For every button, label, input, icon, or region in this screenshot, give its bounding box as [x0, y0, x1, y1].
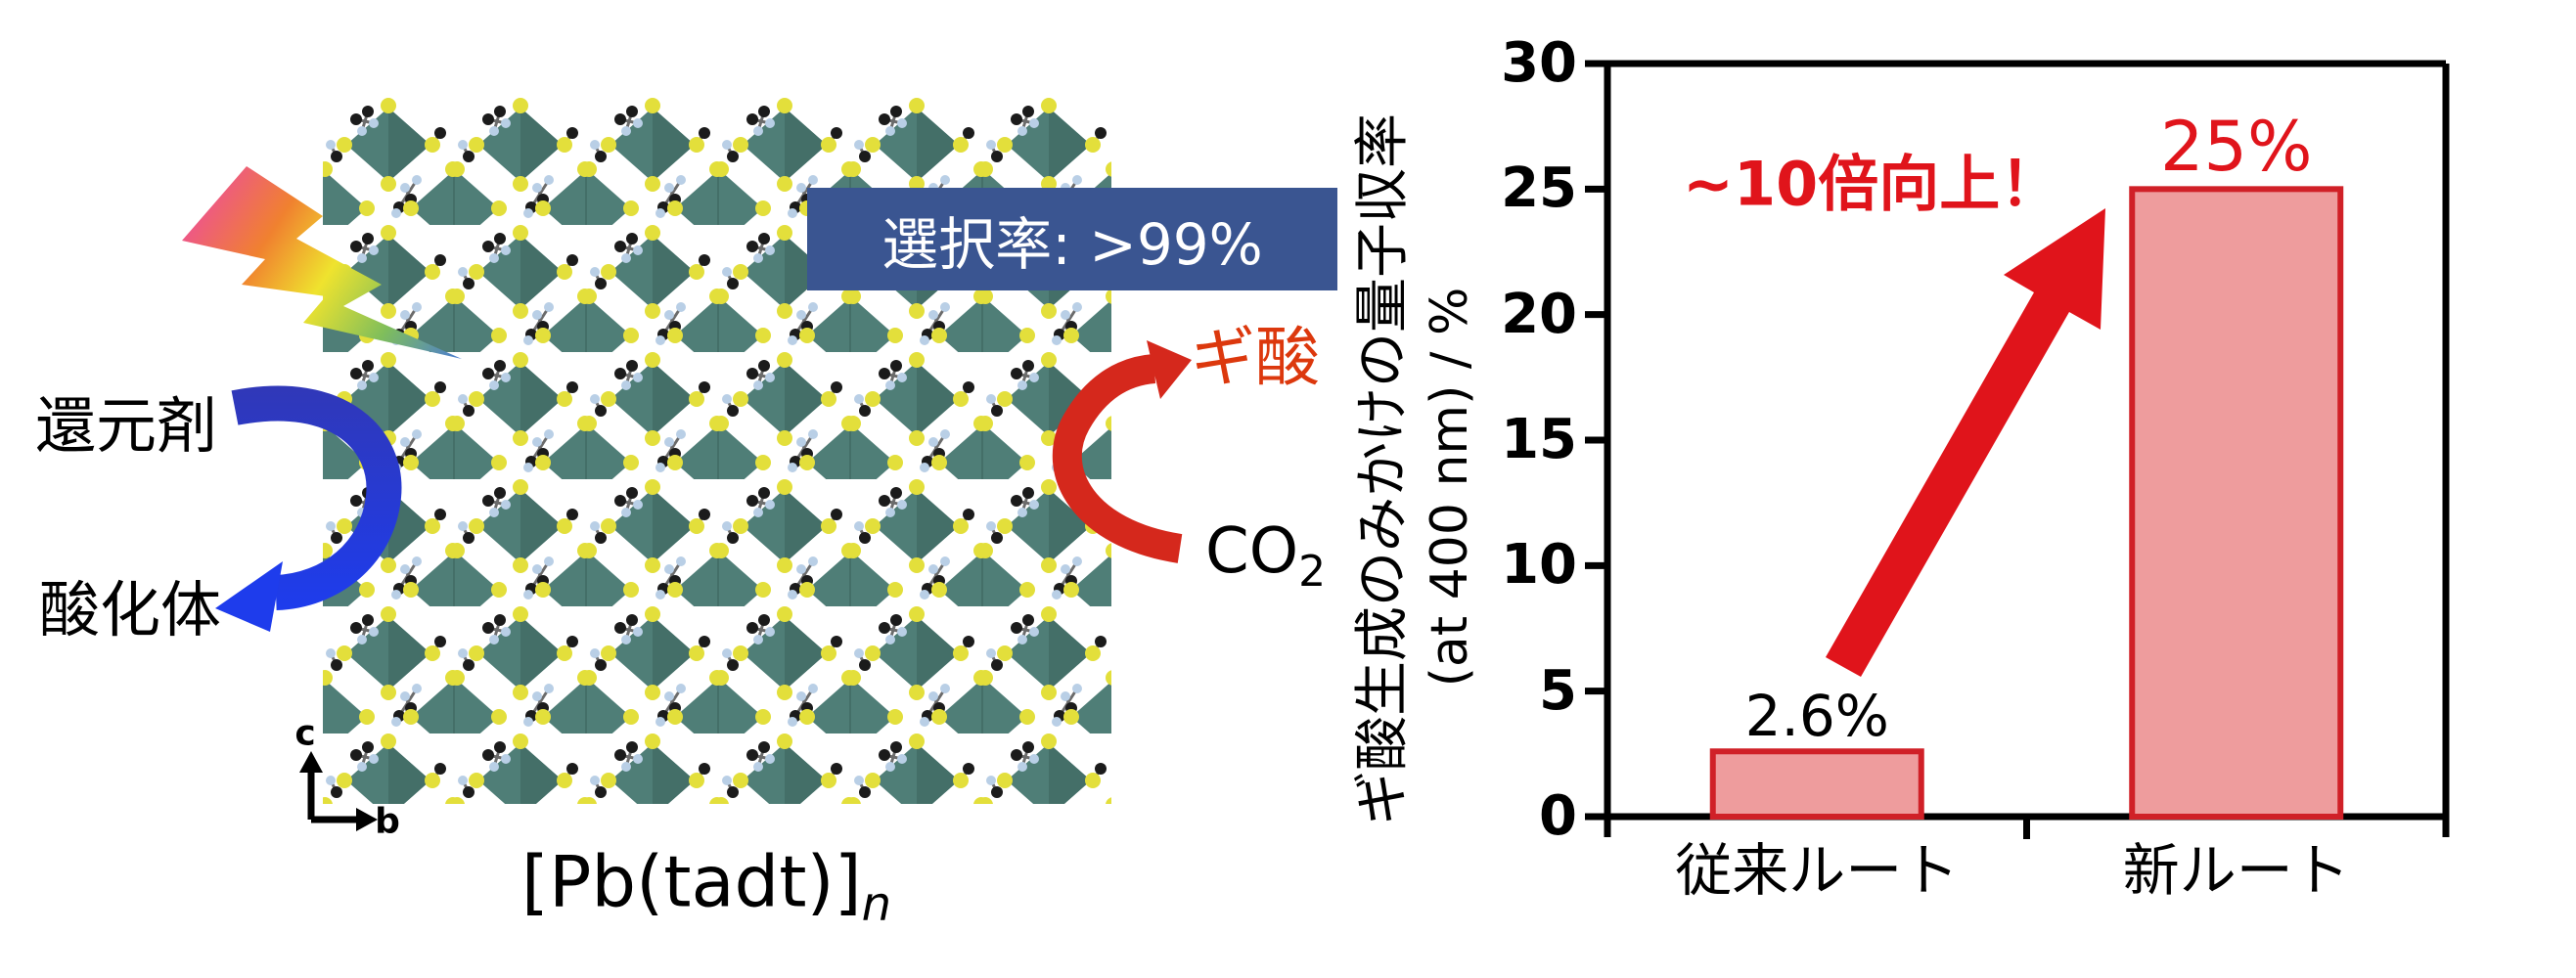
crystal-axes-icon [307, 769, 360, 823]
y-tick-label: 0 [1539, 784, 1577, 848]
chart-bars [1709, 186, 2344, 821]
selectivity-badge: 選択率: >99% [807, 188, 1337, 290]
x-category-label: 新ルート [2122, 837, 2350, 904]
reductant-label: 還元剤 [35, 390, 218, 462]
axis-b-arrowhead [356, 808, 378, 831]
y-tick-label: 10 [1501, 533, 1577, 598]
bar-value-label: 25% [2159, 106, 2313, 187]
blue-redox-arrow [215, 385, 402, 632]
red-co2-arrow [1052, 340, 1192, 563]
y-axis-label-line2: (at 400 nm) / % [1421, 287, 1480, 688]
co2-base: CO [1205, 515, 1299, 589]
y-tick-label: 20 [1501, 282, 1577, 346]
compound-formula: [Pb(tadt)] [520, 840, 862, 923]
axis-c-arrowhead [299, 751, 323, 773]
axis-c-label: c [294, 713, 316, 754]
bar-value-label: 2.6% [1744, 683, 1889, 750]
co2-label: CO2 [1205, 515, 1326, 597]
oxidant-label: 酸化体 [39, 574, 222, 645]
y-axis-label-line1: ギ酸生成のみかけの量子収率 [1350, 113, 1415, 825]
co2-subscript: 2 [1298, 547, 1327, 598]
y-tick-label: 30 [1501, 31, 1577, 95]
improvement-arrow [1826, 208, 2105, 677]
formic-acid-label: ギ酸 [1191, 320, 1320, 396]
light-bolt-icon [182, 166, 462, 359]
compound-label: [Pb(tadt)]n [520, 840, 891, 931]
y-tick-label: 25 [1501, 156, 1577, 221]
x-category-label: 従来ルート [1675, 837, 1960, 904]
improvement-annotation: ~10倍向上！ [1683, 148, 2061, 220]
bar-1 [2129, 186, 2344, 821]
axis-b-label: b [375, 801, 400, 842]
y-tick-label: 5 [1539, 658, 1577, 723]
compound-subscript: n [861, 876, 892, 932]
bar-0 [1709, 748, 1924, 820]
selectivity-badge-text: 選択率: >99% [881, 210, 1263, 278]
chart-ticks [1585, 60, 2030, 839]
y-tick-label: 15 [1501, 408, 1577, 471]
